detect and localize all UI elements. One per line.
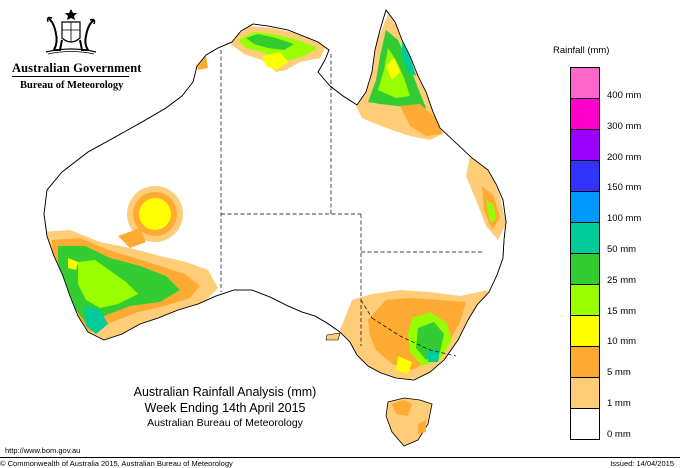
copyright-notice: © Commonwealth of Australia 2015, Austra… [0,459,233,468]
state-boundaries [220,50,484,357]
footer-divider [0,457,680,458]
legend-label: 400 mm [607,90,642,101]
kangaroo-island [325,332,341,341]
legend-swatch [570,222,600,253]
legend-swatch [570,315,600,346]
legend-label: 50 mm [607,244,637,255]
legend-swatch [570,98,600,129]
caption-title: Australian Rainfall Analysis (mm) [133,385,317,399]
bom-url-link[interactable]: http://www.bom.gov.au [5,446,81,455]
legend-swatch [570,284,600,315]
legend-label: 0 mm [607,428,631,440]
legend-title: Rainfall (mm) [553,45,610,56]
legend-swatch [570,346,600,377]
legend-label: 15 mm [607,305,637,317]
legend-label: 100 mm [607,213,642,225]
legend-label: 25 mm [607,274,637,286]
caption-period: Week Ending 14th April 2015 [144,401,306,415]
map-caption: Australian Rainfall Analysis (mm) Week E… [120,385,330,429]
bureau-title: Bureau of Meteorology [20,80,124,91]
legend-label: 10 mm [607,336,637,348]
header-divider [12,76,129,77]
legend-swatch [570,253,600,284]
legend-swatch [570,160,600,191]
caption-source: Australian Bureau of Meteorology [147,417,303,429]
government-title: Australian Government [12,61,142,75]
tasmania [385,397,433,447]
legend-label: 150 mm [607,182,642,194]
legend-label: 300 mm [607,120,642,132]
legend-color-bar [570,67,600,440]
legend-swatch [570,408,600,440]
legend-label: 200 mm [607,151,642,163]
legend-swatch [570,129,600,160]
legend-swatch [570,377,600,408]
legend-swatch [570,67,600,98]
legend-label: 5 mm [607,367,631,379]
coat-of-arms-icon [45,9,97,55]
legend-swatch [570,191,600,222]
issued-date: Issued: 14/04/2015 [610,459,674,468]
legend-label: 1 mm [607,398,631,409]
